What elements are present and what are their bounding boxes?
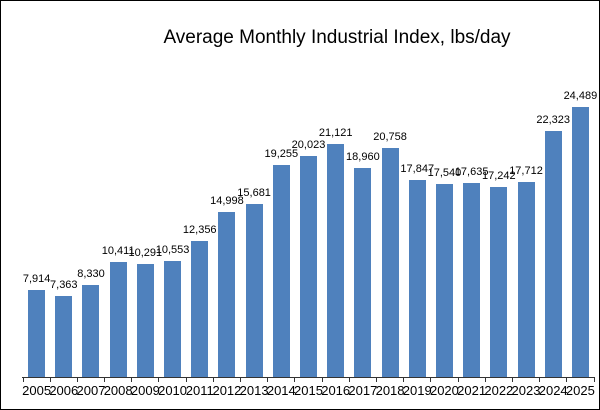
bar <box>55 296 73 377</box>
bar <box>245 204 263 377</box>
bar-value-label: 22,323 <box>536 114 571 126</box>
bar <box>300 156 317 377</box>
x-axis-label: 2005 <box>22 383 52 398</box>
x-axis-tick <box>593 378 595 382</box>
x-axis-label: 2015 <box>294 383 323 398</box>
x-axis-tick <box>321 378 323 382</box>
x-axis-label: 2006 <box>49 383 79 398</box>
x-axis-label: 2022 <box>484 383 514 398</box>
x-axis-label: 2025 <box>565 383 595 398</box>
x-axis-label: 2010 <box>158 383 188 398</box>
x-axis-label: 2014 <box>266 383 296 398</box>
bar-value-label: 20,023 <box>291 139 326 151</box>
bar-value-label: 17,712 <box>509 165 543 177</box>
bar <box>354 168 372 377</box>
bar-value-label: 17,635 <box>454 166 489 178</box>
x-axis-tick <box>430 378 432 382</box>
x-axis-label: 2013 <box>239 383 269 398</box>
x-axis-label: 2023 <box>511 383 541 398</box>
x-axis-tick <box>104 378 106 382</box>
x-axis-tick <box>22 378 24 382</box>
bar <box>28 290 46 377</box>
x-axis-tick <box>403 378 405 382</box>
x-axis-label: 2019 <box>402 383 432 398</box>
x-axis-tick <box>158 378 160 382</box>
bar-value-label: 19,255 <box>264 148 299 160</box>
bar-value-label: 18,960 <box>346 151 380 163</box>
bar-value-label: 10,291 <box>128 247 163 259</box>
x-axis-label: 2018 <box>375 383 405 398</box>
bar <box>164 261 182 377</box>
x-axis-tick <box>566 378 568 382</box>
x-axis-label: 2017 <box>348 383 378 398</box>
bar <box>327 144 345 377</box>
x-axis-label: 2007 <box>76 383 106 398</box>
x-axis-tick <box>484 378 486 382</box>
x-axis-label: 2021 <box>457 383 487 398</box>
x-axis-label: 2009 <box>130 383 160 398</box>
bar <box>381 148 399 377</box>
bar-value-label: 15,681 <box>237 187 271 199</box>
bar-value-label: 8,330 <box>77 268 105 280</box>
bar <box>517 182 535 377</box>
x-axis-label: 2011 <box>185 383 214 398</box>
x-axis-tick <box>511 378 513 382</box>
bar-value-label: 14,998 <box>210 195 244 207</box>
bar <box>490 187 508 377</box>
x-axis-label: 2024 <box>538 383 568 398</box>
bar <box>272 165 290 377</box>
x-axis-label: 2016 <box>321 383 351 398</box>
x-axis-label: 2008 <box>103 383 133 398</box>
x-axis-label: 2020 <box>429 383 459 398</box>
x-axis-tick <box>76 378 78 382</box>
bar <box>82 285 100 377</box>
bar-value-label: 10,553 <box>155 244 190 256</box>
x-axis-tick <box>348 378 350 382</box>
x-axis-label: 2012 <box>212 383 242 398</box>
bar-value-label: 17,847 <box>400 163 435 175</box>
x-axis-tick <box>539 378 541 382</box>
bar <box>544 131 562 377</box>
x-axis-tick <box>457 378 459 382</box>
bar-value-label: 17,540 <box>427 167 462 179</box>
bar-value-label: 17,242 <box>482 170 516 182</box>
bar <box>109 262 127 377</box>
bar-value-label: 21,121 <box>318 127 353 139</box>
x-axis-tick <box>49 378 51 382</box>
bar <box>218 212 236 377</box>
bar <box>463 183 481 377</box>
bar <box>191 241 209 377</box>
bar <box>435 184 453 377</box>
x-axis-tick <box>212 378 214 382</box>
bar-value-label: 12,356 <box>182 224 217 236</box>
bar <box>136 264 154 377</box>
chart-title: Average Monthly Industrial Index, lbs/da… <box>163 27 511 48</box>
x-axis-tick <box>294 378 296 382</box>
bar <box>408 180 426 377</box>
bar-value-label: 24,489 <box>563 90 598 102</box>
x-axis-tick <box>240 378 242 382</box>
bar <box>571 107 589 377</box>
bar-value-label: 7,914 <box>22 273 51 285</box>
bar-value-label: 10,411 <box>101 245 135 257</box>
x-axis-tick <box>131 378 133 382</box>
x-axis-tick <box>267 378 269 382</box>
x-axis-tick <box>185 378 187 382</box>
x-axis-line <box>22 377 595 378</box>
x-axis-tick <box>375 378 377 382</box>
bar-value-label: 20,758 <box>373 131 407 143</box>
bar-value-label: 7,363 <box>50 279 78 291</box>
